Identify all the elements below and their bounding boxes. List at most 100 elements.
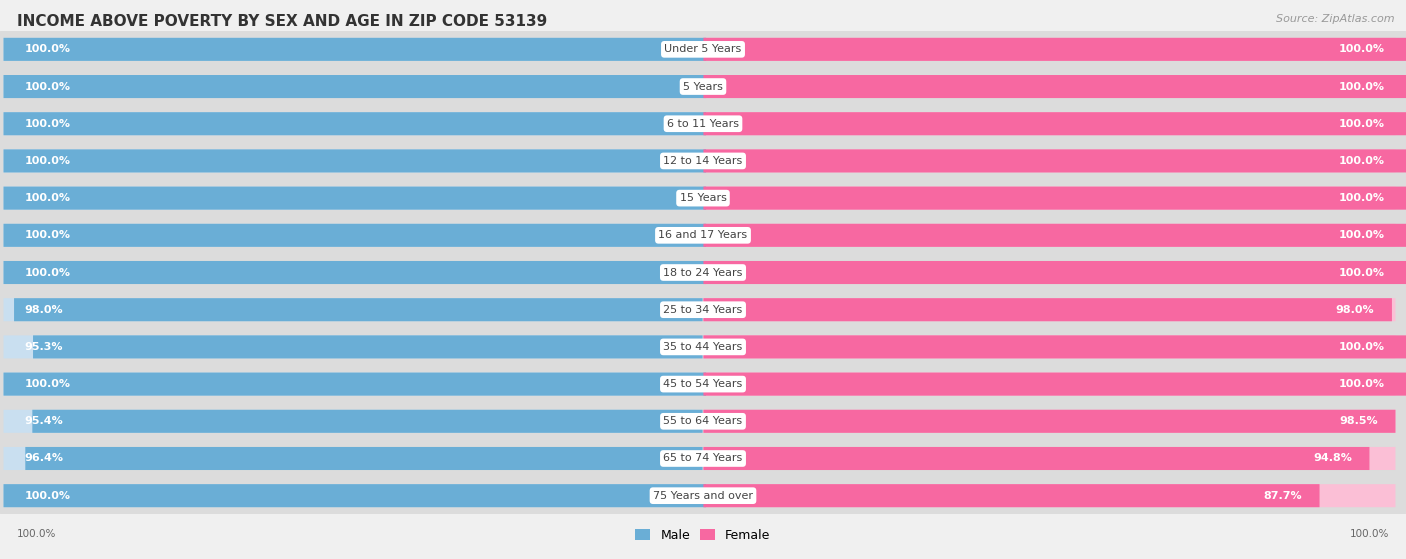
- FancyBboxPatch shape: [3, 372, 696, 396]
- Text: 95.3%: 95.3%: [25, 342, 63, 352]
- FancyBboxPatch shape: [703, 298, 1392, 321]
- FancyBboxPatch shape: [703, 484, 1396, 507]
- Text: 100.0%: 100.0%: [1339, 193, 1385, 203]
- Text: 98.0%: 98.0%: [25, 305, 63, 315]
- Text: 5 Years: 5 Years: [683, 82, 723, 92]
- FancyBboxPatch shape: [703, 75, 1406, 98]
- Text: 100.0%: 100.0%: [25, 44, 70, 54]
- FancyBboxPatch shape: [703, 38, 1406, 61]
- FancyBboxPatch shape: [0, 18, 1406, 81]
- Text: 100.0%: 100.0%: [1339, 342, 1385, 352]
- FancyBboxPatch shape: [3, 112, 706, 135]
- Text: 100.0%: 100.0%: [1339, 44, 1385, 54]
- FancyBboxPatch shape: [3, 224, 706, 247]
- FancyBboxPatch shape: [0, 129, 1406, 192]
- Text: 94.8%: 94.8%: [1313, 453, 1353, 463]
- FancyBboxPatch shape: [3, 38, 706, 61]
- FancyBboxPatch shape: [703, 38, 1396, 61]
- FancyBboxPatch shape: [0, 203, 1406, 267]
- Text: 100.0%: 100.0%: [25, 230, 70, 240]
- Text: 12 to 14 Years: 12 to 14 Years: [664, 156, 742, 166]
- FancyBboxPatch shape: [32, 410, 703, 433]
- FancyBboxPatch shape: [703, 410, 1396, 433]
- FancyBboxPatch shape: [703, 112, 1406, 135]
- FancyBboxPatch shape: [703, 224, 1406, 247]
- FancyBboxPatch shape: [703, 187, 1406, 210]
- Text: 35 to 44 Years: 35 to 44 Years: [664, 342, 742, 352]
- FancyBboxPatch shape: [0, 278, 1406, 342]
- Text: 65 to 74 Years: 65 to 74 Years: [664, 453, 742, 463]
- Text: INCOME ABOVE POVERTY BY SEX AND AGE IN ZIP CODE 53139: INCOME ABOVE POVERTY BY SEX AND AGE IN Z…: [17, 14, 547, 29]
- FancyBboxPatch shape: [0, 390, 1406, 453]
- FancyBboxPatch shape: [0, 167, 1406, 230]
- FancyBboxPatch shape: [14, 298, 703, 321]
- FancyBboxPatch shape: [703, 261, 1406, 284]
- FancyBboxPatch shape: [703, 447, 1396, 470]
- FancyBboxPatch shape: [703, 75, 1396, 98]
- Text: 100.0%: 100.0%: [17, 529, 56, 539]
- Legend: Male, Female: Male, Female: [630, 524, 776, 547]
- Text: 100.0%: 100.0%: [1339, 82, 1385, 92]
- FancyBboxPatch shape: [3, 484, 706, 507]
- Text: 100.0%: 100.0%: [25, 268, 70, 277]
- FancyBboxPatch shape: [3, 410, 696, 433]
- FancyBboxPatch shape: [3, 372, 706, 396]
- Text: 100.0%: 100.0%: [25, 82, 70, 92]
- Text: 96.4%: 96.4%: [25, 453, 63, 463]
- Text: 100.0%: 100.0%: [1339, 119, 1385, 129]
- Text: 100.0%: 100.0%: [1339, 230, 1385, 240]
- Text: 100.0%: 100.0%: [25, 193, 70, 203]
- FancyBboxPatch shape: [703, 298, 1396, 321]
- FancyBboxPatch shape: [703, 224, 1396, 247]
- FancyBboxPatch shape: [3, 38, 696, 61]
- FancyBboxPatch shape: [0, 464, 1406, 527]
- FancyBboxPatch shape: [703, 149, 1406, 173]
- FancyBboxPatch shape: [703, 447, 1369, 470]
- FancyBboxPatch shape: [3, 261, 706, 284]
- FancyBboxPatch shape: [3, 75, 696, 98]
- FancyBboxPatch shape: [0, 427, 1406, 490]
- FancyBboxPatch shape: [703, 187, 1396, 210]
- FancyBboxPatch shape: [3, 224, 696, 247]
- FancyBboxPatch shape: [703, 484, 1319, 507]
- Text: 98.5%: 98.5%: [1340, 416, 1378, 427]
- FancyBboxPatch shape: [3, 298, 696, 321]
- FancyBboxPatch shape: [703, 335, 1406, 358]
- Text: 16 and 17 Years: 16 and 17 Years: [658, 230, 748, 240]
- FancyBboxPatch shape: [0, 241, 1406, 304]
- Text: 100.0%: 100.0%: [1339, 268, 1385, 277]
- FancyBboxPatch shape: [703, 372, 1396, 396]
- FancyBboxPatch shape: [0, 55, 1406, 118]
- FancyBboxPatch shape: [703, 410, 1396, 433]
- FancyBboxPatch shape: [34, 335, 703, 358]
- Text: 6 to 11 Years: 6 to 11 Years: [666, 119, 740, 129]
- FancyBboxPatch shape: [3, 447, 696, 470]
- Text: 100.0%: 100.0%: [25, 379, 70, 389]
- FancyBboxPatch shape: [703, 112, 1396, 135]
- Text: 75 Years and over: 75 Years and over: [652, 491, 754, 501]
- FancyBboxPatch shape: [3, 187, 696, 210]
- Text: 87.7%: 87.7%: [1264, 491, 1302, 501]
- Text: 100.0%: 100.0%: [25, 156, 70, 166]
- FancyBboxPatch shape: [703, 261, 1396, 284]
- Text: 95.4%: 95.4%: [25, 416, 63, 427]
- Text: 18 to 24 Years: 18 to 24 Years: [664, 268, 742, 277]
- FancyBboxPatch shape: [703, 372, 1406, 396]
- FancyBboxPatch shape: [25, 447, 703, 470]
- FancyBboxPatch shape: [703, 149, 1396, 173]
- Text: 100.0%: 100.0%: [25, 119, 70, 129]
- Text: Source: ZipAtlas.com: Source: ZipAtlas.com: [1277, 14, 1395, 24]
- FancyBboxPatch shape: [3, 75, 706, 98]
- FancyBboxPatch shape: [0, 353, 1406, 416]
- FancyBboxPatch shape: [3, 261, 696, 284]
- Text: 100.0%: 100.0%: [1339, 379, 1385, 389]
- Text: Under 5 Years: Under 5 Years: [665, 44, 741, 54]
- FancyBboxPatch shape: [703, 335, 1396, 358]
- FancyBboxPatch shape: [3, 484, 696, 507]
- FancyBboxPatch shape: [3, 187, 706, 210]
- Text: 25 to 34 Years: 25 to 34 Years: [664, 305, 742, 315]
- FancyBboxPatch shape: [0, 92, 1406, 155]
- Text: 100.0%: 100.0%: [25, 491, 70, 501]
- FancyBboxPatch shape: [0, 315, 1406, 378]
- FancyBboxPatch shape: [3, 149, 696, 173]
